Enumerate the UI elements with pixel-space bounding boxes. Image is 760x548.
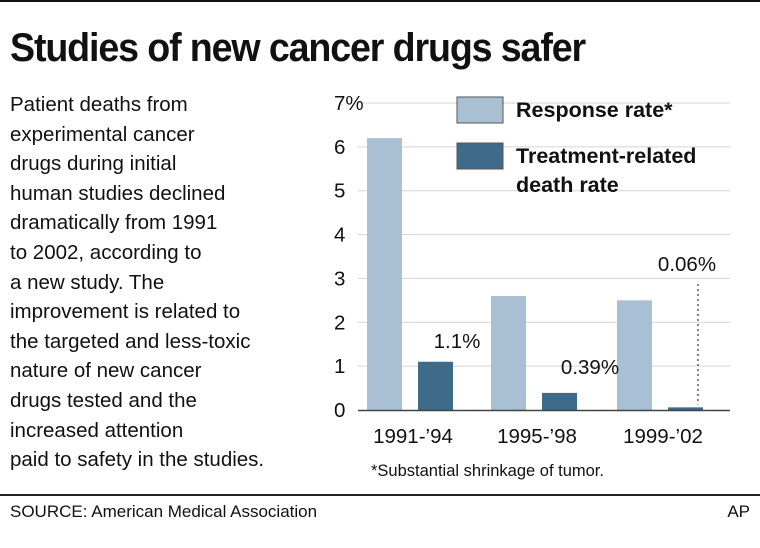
bottom-rule bbox=[0, 494, 760, 496]
description-line: improvement is related to bbox=[10, 300, 241, 324]
y-tick-label: 1 bbox=[334, 355, 345, 378]
legend-swatch-death bbox=[456, 142, 504, 170]
legend-label: Treatment-related bbox=[516, 144, 696, 168]
description-line: increased attention bbox=[10, 418, 184, 442]
description-line: Patient deaths from bbox=[10, 93, 188, 116]
chart-footnote: *Substantial shrinkage of tumor. bbox=[371, 462, 604, 480]
data-label: 0.39% bbox=[561, 356, 619, 379]
description-line: to 2002, according to bbox=[10, 240, 202, 264]
description-line: paid to safety in the studies. bbox=[10, 448, 265, 472]
x-tick-label: 1999-’02 bbox=[623, 425, 703, 448]
y-tick-label: 2 bbox=[334, 311, 345, 334]
x-tick-label: 1995-’98 bbox=[497, 425, 577, 448]
description-text: Patient deaths from experimental cancer … bbox=[10, 90, 310, 475]
description-line: drugs tested and the bbox=[10, 388, 197, 412]
chart-title: Studies of new cancer drugs safer bbox=[10, 26, 586, 70]
y-tick-label: 7% bbox=[334, 92, 364, 115]
credit-label: AP bbox=[727, 502, 750, 521]
y-tick-label: 0 bbox=[334, 399, 345, 422]
description-line: drugs during initial bbox=[10, 152, 177, 176]
response-rate-bar bbox=[617, 300, 652, 410]
data-label: 1.1% bbox=[434, 330, 481, 353]
top-rule bbox=[0, 0, 760, 2]
death-rate-bar bbox=[418, 361, 453, 410]
source-note: SOURCE: American Medical Association bbox=[10, 502, 318, 521]
legend-swatch-response bbox=[456, 96, 504, 124]
data-label: 0.06% bbox=[658, 253, 716, 276]
description-line: a new study. The bbox=[10, 270, 165, 294]
death-rate-bar bbox=[542, 392, 577, 410]
x-tick-label: 1991-’94 bbox=[373, 425, 453, 448]
response-rate-bar bbox=[491, 295, 526, 410]
legend-label: death rate bbox=[516, 173, 619, 197]
response-rate-bar bbox=[367, 138, 402, 411]
y-tick-label: 5 bbox=[334, 180, 345, 203]
y-tick-label: 6 bbox=[334, 136, 345, 159]
description-line: nature of new cancer bbox=[10, 359, 202, 383]
description-line: human studies declined bbox=[10, 181, 226, 205]
y-tick-label: 3 bbox=[334, 267, 345, 290]
description-line: the targeted and less-toxic bbox=[10, 329, 251, 353]
description-line: experimental cancer bbox=[10, 122, 195, 146]
death-rate-bar bbox=[668, 407, 703, 410]
legend-label: Response rate* bbox=[516, 98, 673, 122]
description-line: dramatically from 1991 bbox=[10, 211, 218, 235]
y-tick-label: 4 bbox=[334, 224, 345, 247]
